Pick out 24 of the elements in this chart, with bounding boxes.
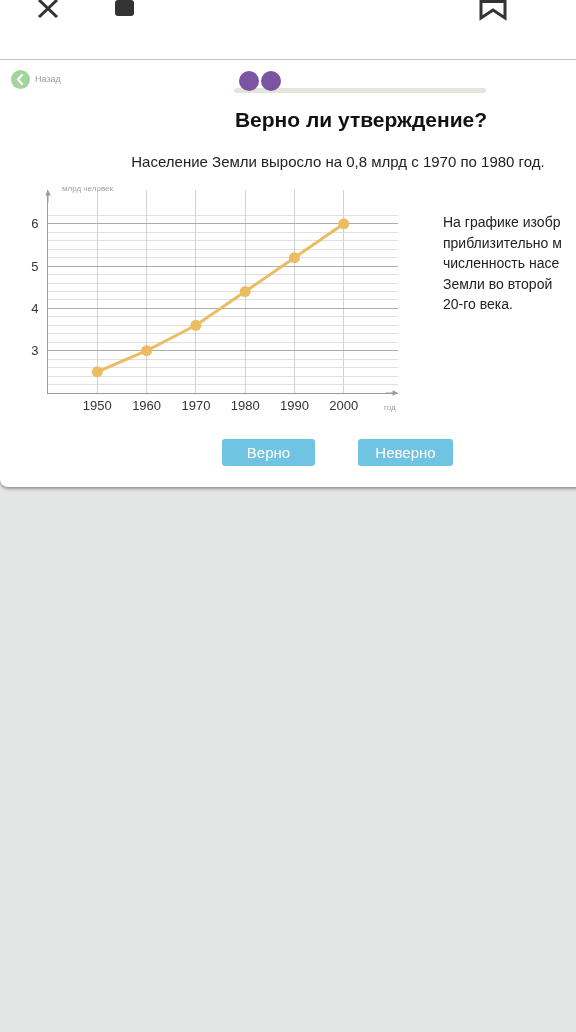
y-tick-label: 5 [31, 258, 39, 274]
chart-title: Верно ли утверждение? [233, 108, 489, 132]
x-tick-label: 1960 [132, 397, 162, 413]
x-tick-label: 1950 [82, 397, 112, 413]
text: На графике изобр приблизительно м численность насе Земли во второй 20-го века. [443, 213, 562, 314]
point [91, 366, 103, 378]
x-tick-label: 1980 [230, 397, 260, 413]
y-tick-label: 3 [31, 343, 39, 359]
point [338, 218, 350, 230]
y-axis-title: млрд человек [62, 184, 114, 193]
y-tick-label: 4 [31, 300, 39, 316]
text: Назад [35, 74, 61, 84]
chart-subtitle: Население Земли выросло на 0,8 млрд с 1970 по 1980 год. [130, 153, 546, 170]
point [190, 319, 202, 331]
answer-button: Верно [222, 439, 315, 466]
point [141, 345, 153, 357]
point [288, 252, 300, 264]
x-axis-title: год [384, 403, 397, 412]
x-tick-label: 1990 [280, 397, 309, 413]
answer-button: Неверно [358, 439, 453, 466]
y-tick-label: 6 [31, 216, 39, 232]
x-tick-label: 1970 [181, 397, 211, 413]
point [239, 286, 251, 297]
x-tick-label: 2000 [329, 397, 359, 413]
